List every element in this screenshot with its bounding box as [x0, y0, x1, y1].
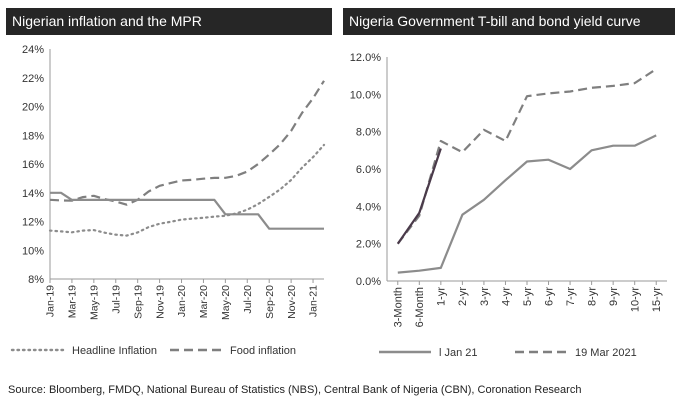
- y-tick-label: 12%: [22, 217, 44, 229]
- y-tick-label: 8%: [28, 274, 44, 286]
- inflation-mpr-chart: 8% 10% 12% 14% 16% 18% 20% 22% 24% Jan-19 Mar-19 Ma…: [10, 44, 326, 357]
- x-tick-label: 3-yr: [479, 287, 491, 306]
- x-tick-label: 1-yr: [436, 287, 448, 306]
- right-chart-panel: Nigeria Government T-bill and bond yield…: [343, 8, 675, 360]
- x-tick-label: 15-yr: [651, 287, 663, 312]
- y-tick-label: 18%: [22, 130, 44, 142]
- series-line-2: [49, 80, 325, 206]
- y-tick-label: 12.0%: [350, 52, 381, 64]
- x-tick-label: Nov-20: [286, 285, 298, 319]
- series-line-2: [396, 68, 657, 245]
- right-chart-title: Nigeria Government T-bill and bond yield…: [343, 8, 675, 35]
- y-tick-label: 20%: [22, 102, 44, 114]
- series-line-1: [48, 143, 326, 237]
- y-tick-label: 22%: [22, 73, 44, 85]
- x-tick-label: May-20: [220, 285, 232, 320]
- x-tick-label: 3-Month: [393, 287, 405, 327]
- y-tick-label: 10.0%: [350, 89, 381, 101]
- x-tick-label: 2-yr: [457, 287, 469, 306]
- x-tick-label: Jan-20: [176, 285, 188, 317]
- x-tick-label: 5-yr: [522, 287, 534, 306]
- x-tick-label: 10-yr: [630, 287, 642, 312]
- x-tick-label: Mar-19: [67, 285, 79, 318]
- x-tick-label: Sep-20: [264, 285, 276, 319]
- x-tick-label: Jan-19: [45, 285, 57, 317]
- legend-label: l Jan 21: [439, 347, 478, 359]
- x-tick-label: Jan-21: [308, 285, 320, 317]
- series-line-3: [50, 191, 324, 230]
- x-tick-label: 7-yr: [565, 287, 577, 306]
- y-tick-label: 14%: [22, 188, 44, 200]
- x-tick-label: Jul-19: [110, 285, 122, 314]
- legend-label: Headline Inflation: [72, 345, 157, 357]
- x-tick-label: 6-Month: [414, 287, 426, 327]
- x-tick-label: Nov-19: [154, 285, 166, 319]
- legend-label: Food inflation: [230, 345, 296, 357]
- y-tick-label: 24%: [22, 44, 44, 56]
- y-tick-label: 6.0%: [356, 164, 381, 176]
- x-tick-label: Mar-20: [198, 285, 210, 318]
- x-tick-label: Sep-19: [132, 285, 144, 319]
- y-tick-label: 10%: [22, 245, 44, 257]
- x-tick-label: 4-yr: [500, 287, 512, 306]
- y-tick-label: 2.0%: [356, 239, 381, 251]
- source-note: Source: Bloomberg, FMDQ, National Bureau…: [8, 384, 582, 396]
- series-line-3: [396, 148, 442, 245]
- x-tick-label: 8-yr: [586, 287, 598, 306]
- series-line-1: [397, 134, 657, 274]
- yield-curve-chart: 0.0% 2.0% 4.0% 6.0% 8.0% 10.0% 12.0% 3-Month 6-M…: [350, 52, 667, 359]
- y-tick-label: 0.0%: [356, 276, 381, 288]
- left-chart-panel: Nigerian inflation and the MPR 8% 10% 12% 1…: [6, 8, 332, 360]
- x-tick-label: May-19: [89, 285, 101, 320]
- y-tick-label: 16%: [22, 159, 44, 171]
- left-chart-title: Nigerian inflation and the MPR: [6, 8, 332, 35]
- y-tick-label: 8.0%: [356, 127, 381, 139]
- x-tick-label: 9-yr: [608, 287, 620, 306]
- y-tick-label: 4.0%: [356, 201, 381, 213]
- x-tick-label: Jul-20: [242, 285, 254, 314]
- x-tick-label: 6-yr: [543, 287, 555, 306]
- legend-label: 19 Mar 2021: [575, 347, 637, 359]
